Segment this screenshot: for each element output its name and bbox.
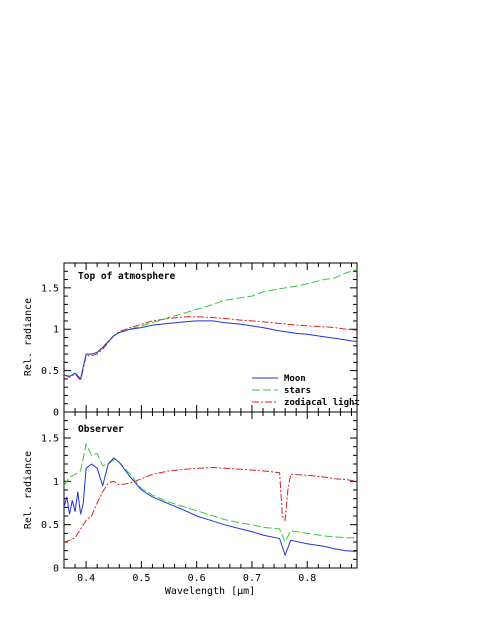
y-tick-label: 0 (53, 408, 59, 419)
plot-frame (63, 262, 358, 413)
legend-label-moon: Moon (284, 374, 306, 384)
legend: Moon stars zodiacal light (252, 374, 360, 408)
series-line-moon (63, 320, 358, 380)
y-tick-label: 0 (53, 564, 59, 575)
axis-ticks: 0.4 0.5 0.6 0.7 0.8 0 0.5 1 1.5 (41, 411, 357, 584)
x-axis-label: Wavelength [µm] (165, 586, 255, 597)
y-tick-label: 1.5 (41, 283, 59, 294)
x-tick-label: 0.7 (243, 573, 261, 584)
y-axis-label: Rel. radiance (23, 451, 34, 529)
panel-label: Observer (78, 424, 124, 435)
legend-label-zodiacal-light: zodiacal light (284, 397, 360, 408)
y-tick-label: 0.5 (41, 520, 59, 531)
series-group (63, 269, 358, 382)
y-tick-label: 1.5 (41, 434, 59, 445)
legend-label-stars: stars (284, 386, 311, 396)
y-axis-label: Rel. radiance (23, 298, 34, 376)
x-tick-label: 0.4 (77, 573, 95, 584)
series-line-zodiacal-light (63, 316, 358, 382)
y-tick-label: 1 (53, 325, 59, 336)
panel-top-of-atmosphere: 0 0.5 1 1.5 Top of atmosphere Rel. radiance… (23, 262, 360, 419)
panel-label: Top of atmosphere (78, 271, 176, 282)
x-tick-label: 0.8 (298, 573, 316, 584)
panel-observer: 0.4 0.5 0.6 0.7 0.8 0 0.5 1 1.5 Observer Rel. ra… (23, 411, 358, 597)
series-line-moon (63, 457, 358, 557)
y-tick-label: 0.5 (41, 366, 59, 377)
x-tick-label: 0.5 (132, 573, 150, 584)
y-tick-label: 1 (53, 477, 59, 488)
series-line-zodiacal-light (63, 466, 358, 543)
series-group (63, 442, 358, 557)
series-line-stars (63, 442, 357, 544)
axis-ticks: 0 0.5 1 1.5 (41, 262, 357, 419)
x-tick-label: 0.6 (188, 573, 206, 584)
series-line-stars (63, 269, 358, 380)
